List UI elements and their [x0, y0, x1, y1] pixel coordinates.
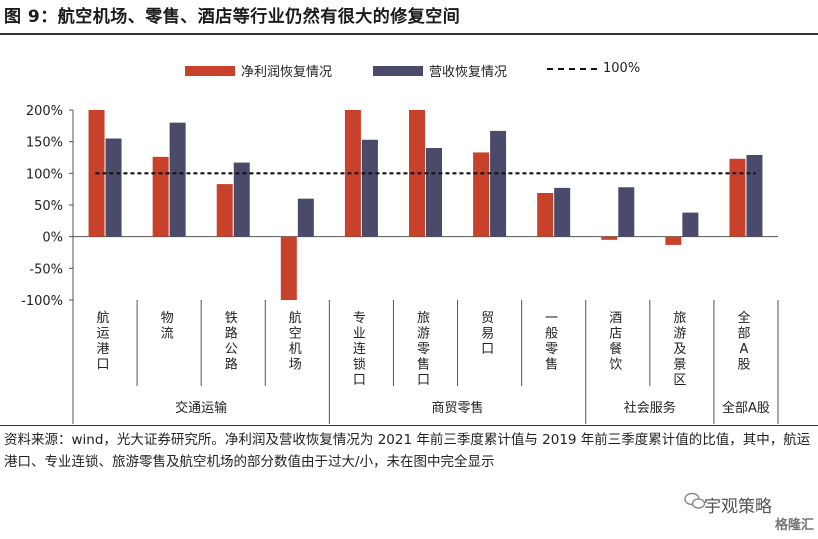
- y-tick-label: 50%: [34, 199, 63, 214]
- x-group-label: 商贸零售: [432, 400, 484, 416]
- bar-net-profit: [344, 110, 361, 237]
- legend: 净利润恢复情况 营收恢复情况 100%: [0, 61, 818, 81]
- x-group-label: 社会服务: [624, 400, 676, 416]
- x-category-label: 旅游零售口: [417, 311, 430, 388]
- bar-net-profit: [152, 156, 169, 237]
- bar-net-profit: [473, 152, 490, 237]
- figure-title: 图 9：航空机场、零售、酒店等行业仍然有很大的修复空间: [4, 7, 461, 27]
- note-rule: [0, 425, 818, 426]
- bar-revenue: [297, 198, 314, 237]
- legend-label-reference: 100%: [603, 61, 641, 76]
- watermark-secondary: 格隆汇: [774, 518, 814, 533]
- bar-revenue: [490, 130, 507, 237]
- y-tick-label: 200%: [26, 104, 63, 119]
- y-tick-label: 100%: [26, 167, 63, 182]
- bar-revenue: [746, 154, 763, 237]
- title-rule: [0, 33, 818, 35]
- bar-net-profit: [280, 236, 297, 300]
- x-category-label: 旅游及景区: [673, 311, 686, 388]
- bar-net-profit: [601, 236, 618, 240]
- y-tick-label: -50%: [29, 262, 63, 277]
- y-tick-label: 150%: [26, 136, 63, 151]
- bar-net-profit: [729, 158, 746, 237]
- bar-revenue: [105, 138, 122, 237]
- legend-swatch-series2: [373, 65, 423, 76]
- legend-swatch-reference: [547, 67, 597, 70]
- x-category-label: 全部 A 股: [737, 310, 750, 373]
- legend-label-series1: 净利润恢复情况: [241, 65, 333, 80]
- x-category-label: 航空机场: [289, 310, 302, 373]
- bar-revenue: [554, 187, 571, 237]
- y-tick-label: -100%: [21, 294, 63, 309]
- x-category-label: 贸易口: [481, 311, 494, 357]
- legend-swatch-series1: [185, 65, 235, 76]
- legend-label-series2: 营收恢复情况: [429, 65, 508, 80]
- bar-revenue: [233, 162, 250, 237]
- bar-revenue: [361, 139, 378, 237]
- bar-net-profit: [665, 236, 682, 245]
- bar-chart: 200% 150% 100% 50% 0% -50% -100% 航运港口 物流 铁路公路 航空机场…: [21, 104, 779, 424]
- bar-net-profit: [537, 192, 554, 237]
- bar-net-profit: [409, 110, 425, 237]
- legend-item-reference: 100%: [547, 61, 640, 76]
- x-category-label: 航运港口: [97, 310, 110, 373]
- x-group-label: 交通运输: [175, 400, 227, 416]
- x-category-label: 一般零售: [545, 311, 558, 373]
- legend-item-series2: 营收恢复情况: [373, 61, 507, 80]
- x-group-label: 全部A股: [722, 400, 770, 416]
- bar-net-profit: [216, 184, 233, 237]
- legend-item-series1: 净利润恢复情况: [185, 61, 332, 80]
- watermark: 宇观策略: [704, 497, 772, 517]
- x-category-label: 物流: [161, 311, 174, 342]
- bar-revenue: [682, 212, 699, 237]
- x-category-label: 酒店餐饮: [609, 311, 622, 373]
- bar-revenue: [169, 122, 186, 237]
- y-tick-label: 0%: [42, 231, 63, 246]
- bar-revenue: [618, 187, 635, 237]
- source-note: 资料来源：wind，光大证券研究所。净利润及营收恢复情况为 2021 年前三季度…: [4, 432, 811, 470]
- wechat-icon: [684, 492, 706, 509]
- bar-revenue: [426, 148, 442, 237]
- x-category-label: 专业连锁口: [353, 311, 366, 388]
- x-category-label: 铁路公路: [225, 311, 238, 373]
